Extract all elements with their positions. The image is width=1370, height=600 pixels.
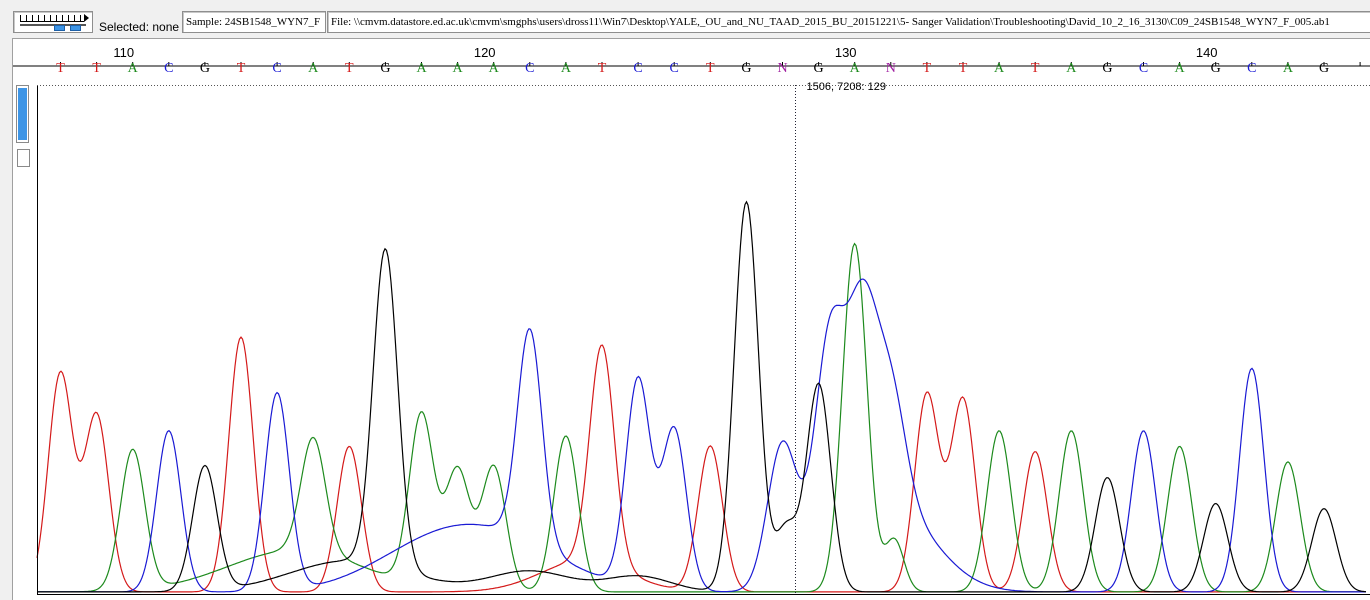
base-call: A (994, 61, 1005, 76)
base-call: T (923, 61, 932, 76)
scale-toggle-checkbox[interactable] (17, 149, 30, 167)
cursor-readout: 1506, 7208: 129 (807, 81, 887, 93)
chromatogram-plot[interactable]: 110 120 130 140 T T A C G T C A T G A A A C A T C C T G N G A N T T A… (13, 39, 1370, 600)
trace-A (37, 242, 1366, 593)
file-path-field[interactable]: File: \\cmvm.datastore.ed.ac.uk\cmvm\smg… (327, 11, 1370, 33)
zoom-tick-line (20, 21, 84, 22)
trace-lines (36, 85, 1370, 595)
base-call: T (56, 61, 65, 76)
base-call: C (164, 61, 173, 76)
zoom-slider[interactable] (13, 11, 93, 33)
arrow-right-icon (84, 14, 89, 22)
base-call: C (1247, 61, 1256, 76)
ruler-label: 110 (113, 45, 134, 60)
base-call: N (777, 61, 787, 76)
base-call: A (416, 61, 427, 76)
base-call: C (633, 61, 642, 76)
zoom-thumb-end[interactable] (70, 25, 81, 31)
base-call: C (525, 61, 534, 76)
ruler-label: 120 (474, 45, 496, 60)
base-call: T (345, 61, 354, 76)
zoom-thumb-start[interactable] (54, 25, 65, 31)
base-call: A (850, 61, 861, 76)
base-call: T (92, 61, 101, 76)
base-call: A (308, 61, 319, 76)
selected-status: Selected: none (99, 20, 180, 34)
base-call: G (814, 61, 824, 76)
base-call: C (272, 61, 281, 76)
vertical-scale-slider[interactable] (16, 85, 29, 143)
base-call: C (670, 61, 679, 76)
zoom-track (20, 24, 86, 26)
base-call: A (561, 61, 572, 76)
trace-T (36, 336, 1366, 593)
base-call: A (128, 61, 139, 76)
base-call: T (1031, 61, 1040, 76)
toolbar: Selected: none Sample: 24SB1548_WYN7_F F… (0, 0, 1370, 38)
base-call: T (237, 61, 246, 76)
zoom-ticks (20, 15, 82, 21)
cursor: 1506, 7208: 129 (37, 81, 1370, 595)
base-call: G (741, 61, 751, 76)
vertical-scale-fill (18, 88, 27, 140)
base-call: C (1139, 61, 1148, 76)
trace-C (37, 278, 1366, 593)
base-call: A (1175, 61, 1186, 76)
base-call: T (959, 61, 968, 76)
base-call: A (1283, 61, 1294, 76)
base-call: N (886, 61, 896, 76)
base-call: A (453, 61, 464, 76)
base-call: G (1102, 61, 1112, 76)
trace-G (37, 200, 1367, 593)
base-call: A (1066, 61, 1077, 76)
base-call: A (489, 61, 500, 76)
chromatogram-viewer[interactable]: 110 120 130 140 T T A C G T C A T G A A A C A T C C T G N G A N T T A… (12, 38, 1370, 600)
base-call: T (706, 61, 715, 76)
base-call: G (380, 61, 390, 76)
ruler-label: 140 (1196, 45, 1218, 60)
base-call: G (200, 61, 210, 76)
base-call: G (1211, 61, 1221, 76)
position-ruler: 110 120 130 140 (13, 45, 1370, 67)
base-call: G (1319, 61, 1329, 76)
base-call: T (598, 61, 607, 76)
sample-field[interactable]: Sample: 24SB1548_WYN7_F (182, 11, 326, 33)
ruler-label: 130 (835, 45, 857, 60)
